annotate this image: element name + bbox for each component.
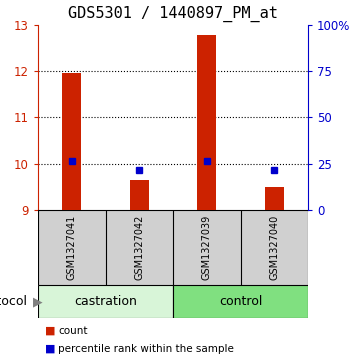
Bar — [197, 35, 216, 210]
Text: ■: ■ — [45, 326, 56, 336]
Bar — [173, 285, 308, 318]
Text: percentile rank within the sample: percentile rank within the sample — [58, 344, 234, 354]
Title: GDS5301 / 1440897_PM_at: GDS5301 / 1440897_PM_at — [68, 6, 278, 22]
Bar — [38, 285, 173, 318]
Text: GSM1327041: GSM1327041 — [67, 215, 77, 280]
Text: ▶: ▶ — [33, 295, 42, 308]
Bar — [62, 73, 81, 210]
Text: control: control — [219, 295, 262, 308]
Bar — [130, 180, 149, 210]
Text: protocol: protocol — [0, 295, 28, 308]
Text: count: count — [58, 326, 88, 336]
Text: GSM1327040: GSM1327040 — [269, 215, 279, 280]
Bar — [265, 187, 284, 210]
Text: GSM1327039: GSM1327039 — [202, 215, 212, 280]
Text: GSM1327042: GSM1327042 — [134, 215, 144, 280]
Text: ■: ■ — [45, 344, 56, 354]
Text: castration: castration — [74, 295, 137, 308]
